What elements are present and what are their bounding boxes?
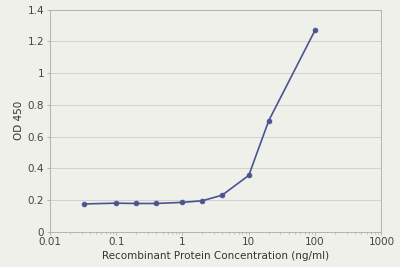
Y-axis label: OD 450: OD 450 bbox=[14, 101, 24, 140]
X-axis label: Recombinant Protein Concentration (ng/ml): Recombinant Protein Concentration (ng/ml… bbox=[102, 252, 329, 261]
